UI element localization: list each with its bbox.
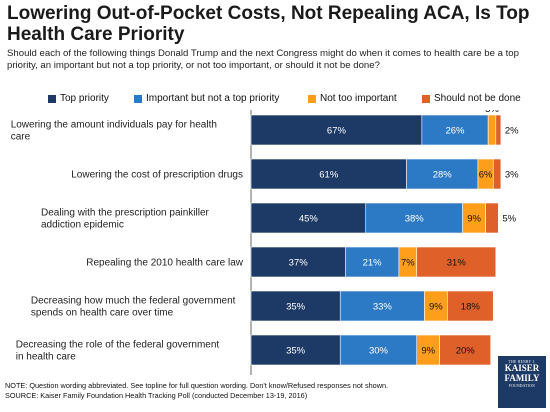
data-label: 3% [485, 110, 499, 115]
legend-item-should-not-be-done: Should not be done [422, 93, 521, 104]
bar-segment [250, 114, 423, 146]
chart-subtitle: Should each of the following things Dona… [7, 48, 519, 71]
bar-segment [250, 202, 367, 234]
note-line: NOTE: Question wording abbreviated. See … [5, 381, 389, 390]
legend-swatch [422, 94, 430, 103]
category-label: Lowering the cost of prescription drugs [71, 170, 243, 181]
category-label: Repealing the 2010 health care law [86, 258, 244, 269]
stacked-bar-chart: Lowering the amount individuals pay for … [11, 110, 519, 375]
bar-segment [250, 158, 407, 190]
kff-logo: THE HENRY J. KAISER FAMILY FOUNDATION [498, 356, 546, 408]
data-label: 61% [319, 170, 339, 181]
category-label: Decreasing how much the federal governme… [31, 296, 236, 319]
logo-text: FOUNDATION [508, 384, 536, 388]
data-label: 5% [502, 214, 516, 225]
data-label: 18% [461, 302, 481, 313]
bar-segment [447, 290, 494, 322]
bar-segment [339, 290, 425, 322]
data-label: 6% [479, 170, 493, 181]
data-label: 20% [456, 346, 476, 357]
category-label: Dealing with the prescription painkiller… [41, 208, 210, 231]
data-label: 28% [433, 170, 453, 181]
data-label: 30% [369, 346, 389, 357]
data-label: 7% [401, 258, 415, 269]
data-label: 2% [505, 126, 519, 137]
data-label: 37% [289, 258, 309, 269]
footnote: NOTE: Question wording abbreviated. See … [5, 381, 475, 401]
bar-segment [421, 114, 489, 146]
legend-swatch [134, 94, 142, 103]
logo-text: FAMILY [504, 372, 540, 383]
logo-text: THE HENRY J. [508, 360, 536, 364]
data-label: 9% [467, 214, 481, 225]
legend-item-top-priority: Top priority [48, 93, 109, 104]
data-label: 35% [286, 302, 306, 313]
data-label: 26% [445, 126, 465, 137]
data-label: 3% [505, 170, 519, 181]
category-label: Decreasing the role of the federal gover… [16, 340, 220, 363]
legend-swatch [48, 94, 56, 103]
bar-segment [416, 246, 497, 278]
category-label: Lowering the amount individuals pay for … [11, 120, 217, 143]
bar-segment [495, 114, 502, 146]
bar-segment [250, 290, 341, 322]
data-label: 31% [447, 258, 467, 269]
source-line: SOURCE: Kaiser Family Foundation Health … [5, 391, 308, 400]
data-label: 21% [363, 258, 383, 269]
chart-title: Lowering Out-of-Pocket Costs, Not Repeal… [7, 3, 530, 45]
legend-item-important: Important but not a top priority [134, 93, 279, 104]
data-label: 67% [327, 126, 347, 137]
bar-segment [485, 202, 499, 234]
legend: Top priority Important but not a top pri… [0, 93, 550, 107]
logo-text: KAISER [504, 363, 540, 373]
bar-segment [365, 202, 463, 234]
legend-swatch [308, 94, 316, 103]
legend-item-not-too-important: Not too important [308, 93, 397, 104]
data-label: 38% [405, 214, 425, 225]
data-label: 33% [373, 302, 393, 313]
data-label: 9% [429, 302, 443, 313]
bar-segment [492, 158, 502, 190]
legend-label: Should not be done [434, 93, 521, 104]
bar-segment [487, 114, 497, 146]
legend-label: Top priority [60, 93, 109, 104]
legend-label: Important but not a top priority [146, 93, 280, 104]
bar-segment [250, 334, 341, 366]
data-label: 9% [421, 346, 435, 357]
data-label: 35% [286, 346, 306, 357]
bar-segment [339, 334, 418, 366]
data-label: 45% [299, 214, 319, 225]
legend-label: Not too important [320, 93, 397, 104]
bar-segment [439, 334, 492, 366]
